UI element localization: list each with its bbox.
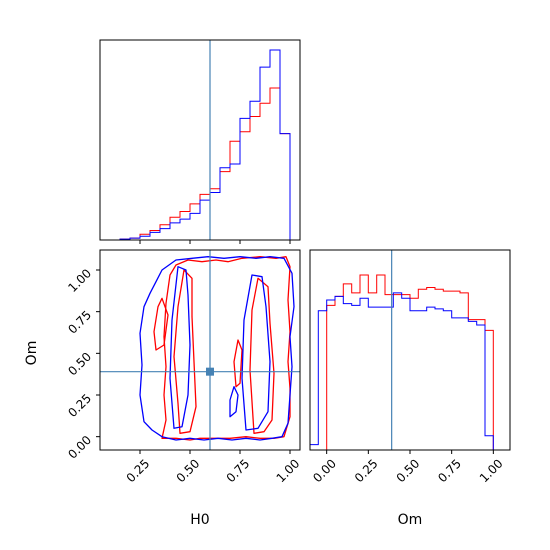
contour-ytick-label-3: 0.75 [65, 308, 94, 337]
contour-ytick-label-1: 0.25 [65, 391, 94, 420]
h0-om-contour-panel: 0.25 0.50 0.75 1.00 0.00 0.25 0.50 0.75 1.00 [65, 249, 303, 485]
contour-red-4 [233, 339, 243, 388]
contour-ytick-label-4: 1.00 [65, 266, 94, 295]
contour-xtick-label-1: 0.50 [174, 456, 203, 485]
om-hist-series-red [326, 274, 494, 450]
om-hist-plot-area [310, 250, 502, 450]
om-hist-xtick-label-4: 1.00 [477, 456, 506, 485]
x-axis-label-h0: H0 [190, 512, 209, 528]
om-hist-frame [309, 249, 511, 451]
contour-plot-area [100, 250, 300, 450]
x-axis-label-om: Om [398, 512, 423, 528]
h0-hist-frame [99, 39, 301, 241]
contour-xtick-label-2: 0.75 [224, 456, 253, 485]
om-hist-xtick-label-3: 0.75 [435, 456, 464, 485]
contour-blue-6 [169, 266, 191, 429]
contour-frame [99, 249, 301, 451]
contour-red-0 [161, 256, 291, 441]
contour-ytick-label-0: 0.00 [65, 433, 94, 462]
om-hist-xtick-label-2: 0.50 [394, 456, 423, 485]
contour-red-2 [249, 277, 275, 434]
contour-blue-5 [139, 256, 295, 441]
contour-xtick-label-3: 1.00 [274, 456, 303, 485]
contour-red-3 [153, 297, 169, 351]
h0-hist-series-blue [110, 49, 300, 241]
y-axis-label-om: Om [24, 341, 40, 366]
om-histogram-panel: 0.00 0.25 0.50 0.75 1.00 [309, 249, 511, 485]
om-hist-xtick-label-0: 0.00 [310, 456, 339, 485]
h0-histogram-panel [99, 39, 301, 244]
truth-marker [206, 367, 214, 376]
contour-xtick-label-0: 0.25 [124, 456, 153, 485]
contour-blue-7 [241, 274, 271, 431]
om-hist-xtick-label-1: 0.25 [352, 456, 381, 485]
om-hist-series-blue [310, 292, 502, 450]
h0-hist-series-red [110, 87, 300, 241]
contour-ytick-label-2: 0.50 [65, 350, 94, 379]
contour-blue-8 [229, 386, 239, 418]
